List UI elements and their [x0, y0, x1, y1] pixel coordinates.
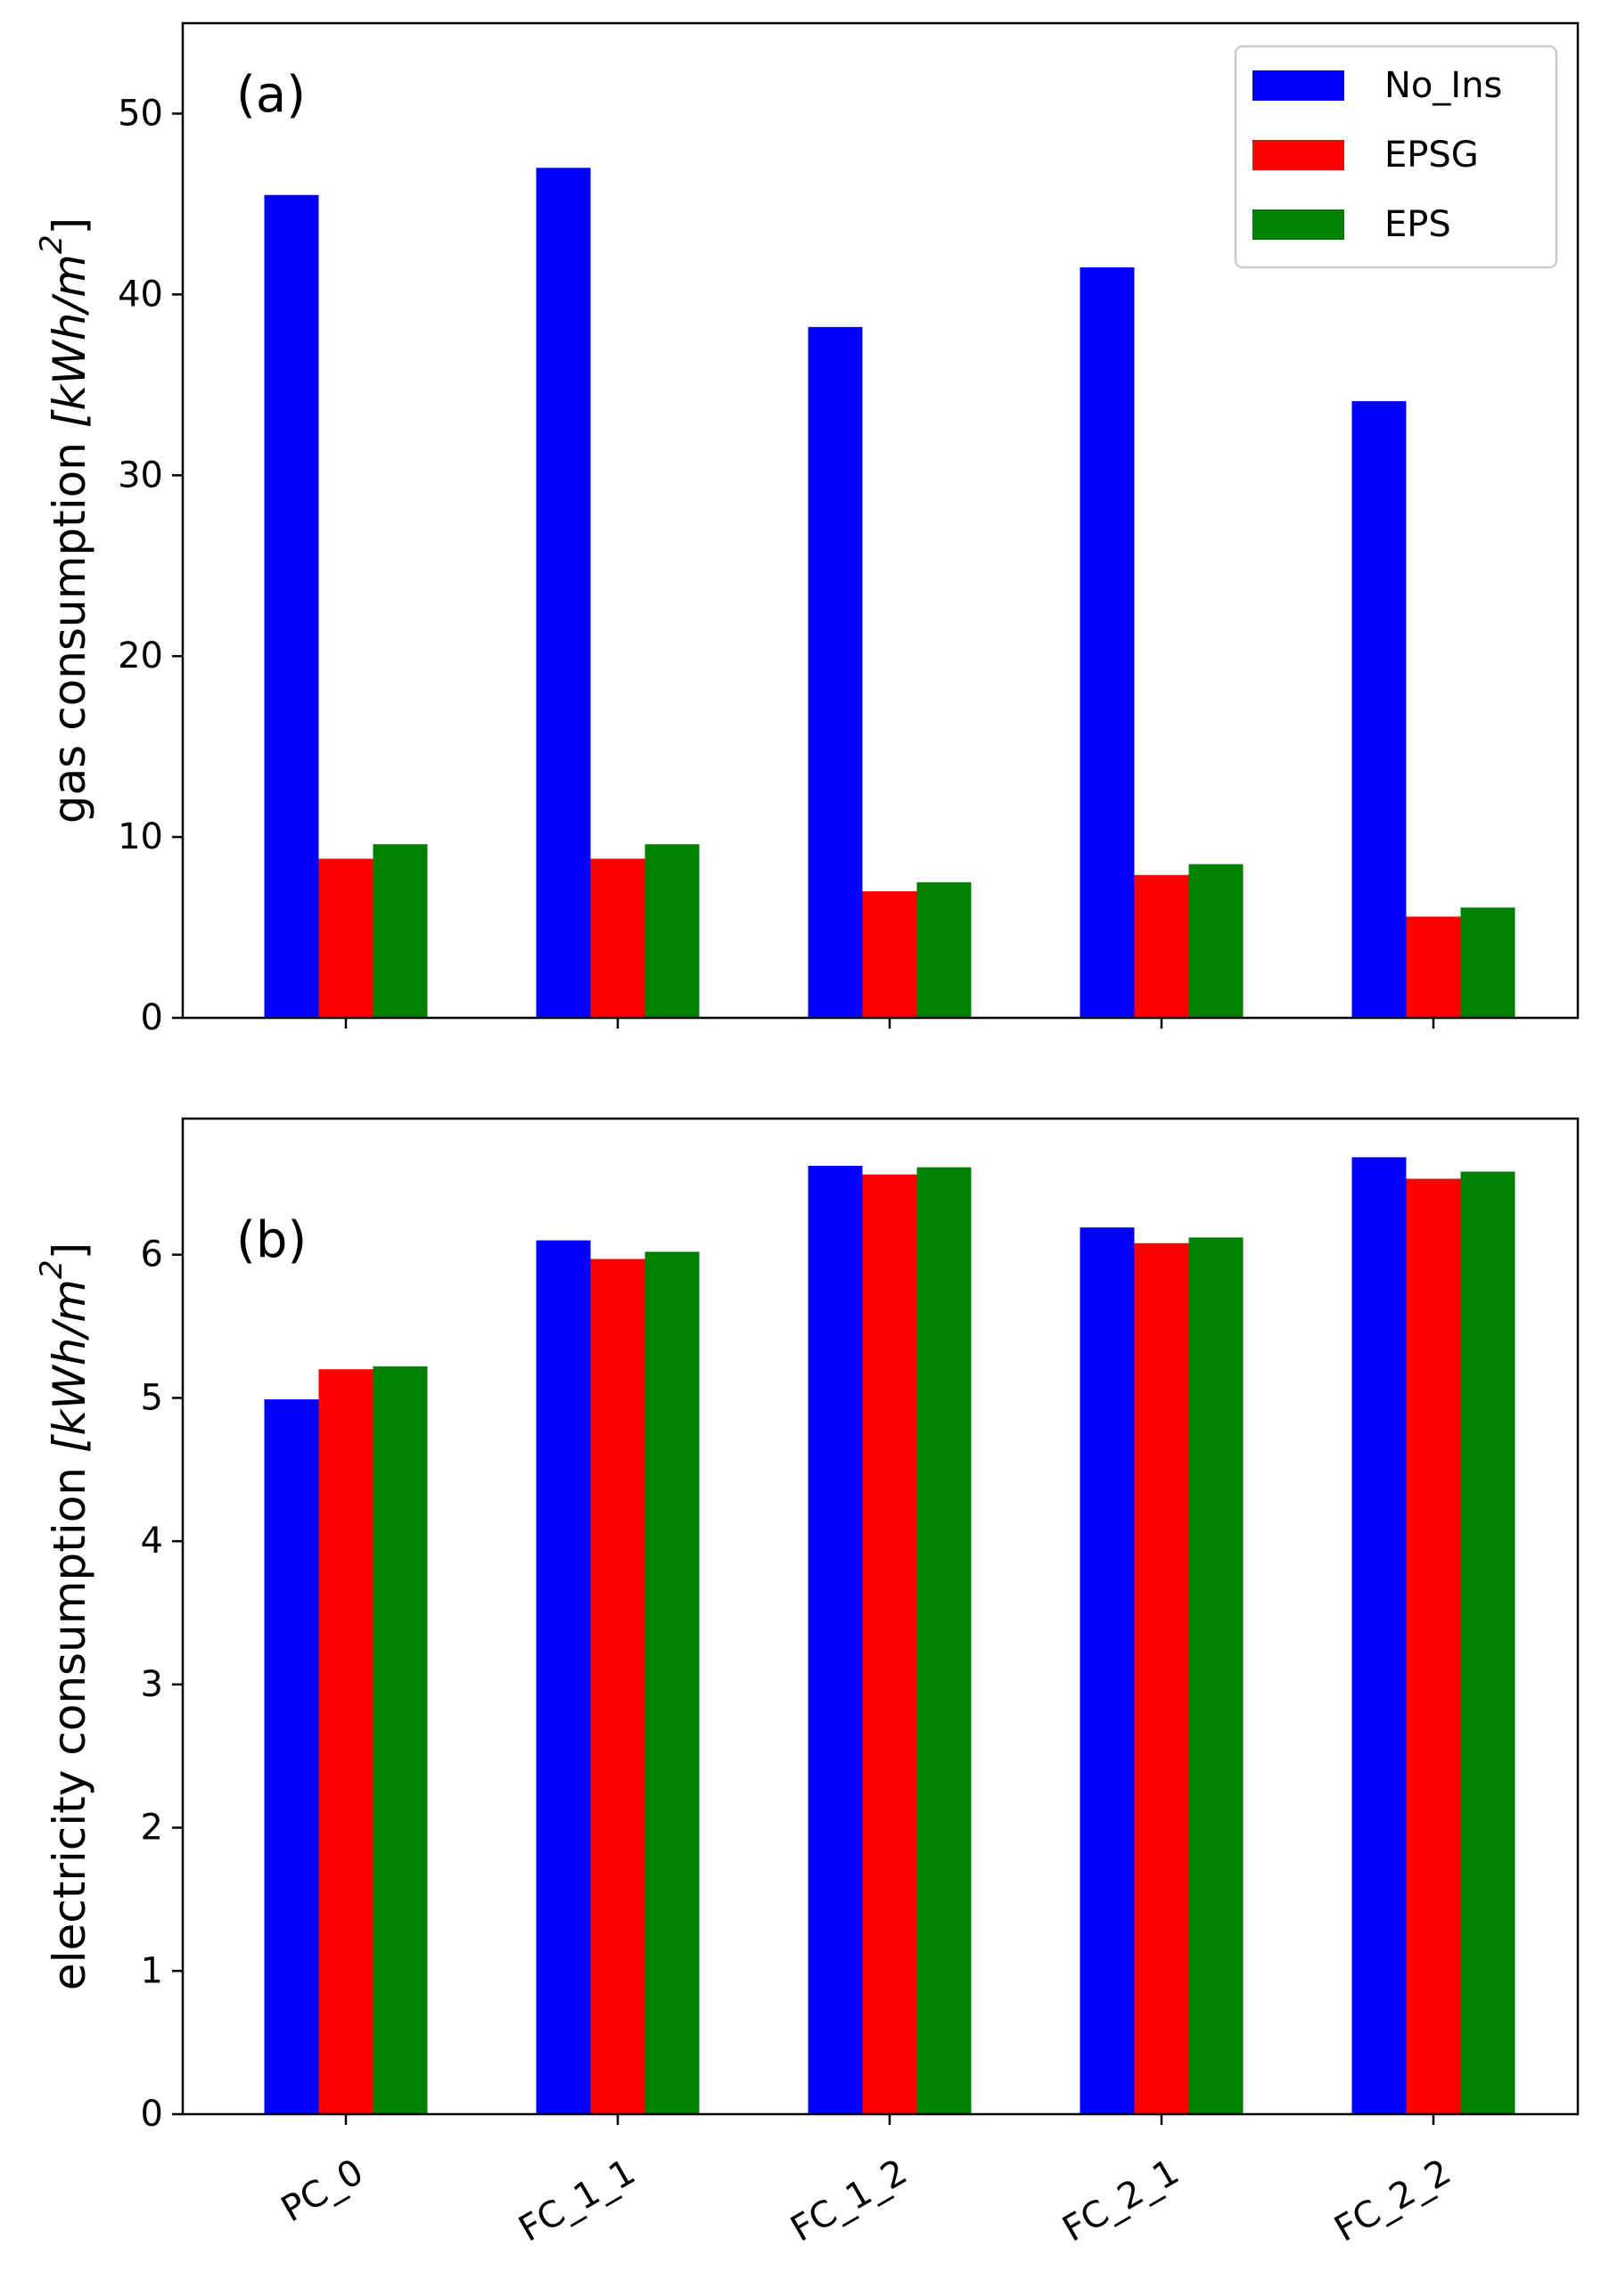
- bar-a-FC_2_1-EPS: [1188, 864, 1244, 1018]
- y-tick-label-a-20: 20: [118, 636, 163, 676]
- panel-a-label: (a): [236, 66, 306, 124]
- bar-a-FC_2_1-EPSG: [1134, 874, 1189, 1018]
- bar-a-FC_1_1-EPS: [645, 844, 700, 1018]
- bar-a-PC_0-No_Ins: [264, 194, 319, 1018]
- panel-b-y-ticks: 0 1 2 3 4 5 6: [141, 1234, 183, 2135]
- panel-b-y-axis-label-unit-close: ]: [44, 1242, 95, 1260]
- bar-a-FC_1_1-No_Ins: [536, 168, 591, 1018]
- panel-b-x-ticks: PC_0 FC_1_1 FC_1_2 FC_2_1 FC_2_2: [275, 2114, 1457, 2251]
- y-tick-label-a-10: 10: [118, 816, 163, 857]
- panel-a-y-axis-label-unit: [kWh/m: [44, 254, 95, 428]
- x-tick-label-PC_0: PC_0: [275, 2152, 370, 2231]
- bar-b-PC_0-EPSG: [318, 1369, 374, 2114]
- panel-b-y-axis-label-unit-exponent: 2: [34, 1259, 70, 1279]
- bar-a-FC_2_2-EPSG: [1406, 916, 1461, 1018]
- panel-a-x-ticks: [344, 1018, 1435, 1029]
- bar-a-PC_0-EPSG: [318, 858, 374, 1018]
- bar-b-FC_2_1-EPSG: [1134, 1242, 1189, 2114]
- panel-a-y-axis-label-text: gas consumption: [44, 428, 95, 824]
- bar-a-FC_2_2-EPS: [1460, 907, 1515, 1018]
- bar-b-FC_1_1-EPSG: [590, 1259, 645, 2114]
- bar-b-FC_1_2-EPS: [916, 1167, 972, 2114]
- panel-a-bars: [264, 168, 1515, 1019]
- bar-a-FC_1_1-EPSG: [590, 858, 645, 1018]
- y-tick-label-b-3: 3: [141, 1664, 163, 1705]
- y-tick-label-b-4: 4: [141, 1521, 163, 1562]
- bar-b-FC_2_1-No_Ins: [1080, 1227, 1135, 2114]
- panel-b-y-axis-label-text: electricity consumption: [44, 1453, 95, 1990]
- y-tick-label-b-5: 5: [141, 1377, 163, 1418]
- bar-b-FC_2_2-EPS: [1460, 1171, 1515, 2114]
- bar-a-FC_1_2-EPSG: [862, 890, 917, 1018]
- bar-b-FC_1_1-EPS: [645, 1251, 700, 2114]
- panel-a-y-axis-label-unit-exponent: 2: [34, 234, 70, 254]
- panel-a-frame: [181, 21, 1580, 1020]
- panel-a-gas-consumption: 0 10 20 30 40 50 (a) gas consumption [kWh/m2]…: [34, 21, 1580, 1038]
- bar-a-FC_2_2-No_Ins: [1351, 401, 1407, 1019]
- bar-a-FC_1_2-EPS: [916, 882, 972, 1018]
- legend-swatch-EPS: [1252, 209, 1344, 240]
- bar-b-FC_2_1-EPS: [1188, 1237, 1244, 2114]
- panel-a-y-ticks: 0 10 20 30 40 50: [118, 93, 183, 1038]
- y-tick-label-a-0: 0: [141, 997, 163, 1038]
- bar-b-FC_1_2-EPSG: [862, 1174, 917, 2114]
- bar-b-FC_2_2-No_Ins: [1351, 1157, 1407, 2114]
- panel-b-bars: [264, 1157, 1515, 2114]
- y-tick-label-b-1: 1: [141, 1950, 163, 1991]
- bar-b-PC_0-EPS: [373, 1366, 428, 2114]
- panel-b-y-axis-label: electricity consumption [kWh/m2]: [34, 1242, 95, 1990]
- x-tick-label-FC_1_1: FC_1_1: [513, 2152, 643, 2251]
- legend-label-No_Ins: No_Ins: [1384, 65, 1502, 106]
- bar-a-PC_0-EPS: [373, 844, 428, 1018]
- x-tick-label-FC_2_1: FC_2_1: [1056, 2152, 1186, 2251]
- y-tick-label-a-50: 50: [118, 93, 163, 134]
- x-tick-label-FC_1_2: FC_1_2: [784, 2152, 915, 2251]
- panel-b-label: (b): [236, 1211, 307, 1269]
- bar-a-FC_1_2-No_Ins: [808, 326, 863, 1018]
- bar-b-PC_0-No_Ins: [264, 1399, 319, 2114]
- bar-a-FC_2_1-No_Ins: [1080, 266, 1135, 1019]
- y-tick-label-b-6: 6: [141, 1234, 163, 1275]
- panel-a-y-axis-label: gas consumption [kWh/m2]: [34, 217, 95, 824]
- y-tick-label-b-0: 0: [141, 2094, 163, 2135]
- panel-a-y-axis-label-unit-close: ]: [44, 217, 95, 235]
- legend-label-EPSG: EPSG: [1384, 135, 1479, 176]
- legend-swatch-No_Ins: [1252, 70, 1344, 101]
- panel-b-y-axis-label-unit: [kWh/m: [44, 1279, 95, 1453]
- panel-a-legend: No_Ins EPSG EPS: [1234, 45, 1558, 269]
- y-tick-label-b-2: 2: [141, 1808, 163, 1849]
- bar-b-FC_2_2-EPSG: [1406, 1178, 1461, 2114]
- legend-swatch-EPSG: [1252, 140, 1344, 170]
- panel-b-frame: [181, 1117, 1580, 2116]
- bar-b-FC_1_1-No_Ins: [536, 1240, 591, 2114]
- y-tick-label-a-30: 30: [118, 455, 163, 496]
- panel-b-electricity-consumption: 0 1 2 3 4 5 6 PC_0 FC_1_1 FC_1_2 FC_2_1 FC_2_2 (b)…: [34, 1117, 1580, 2251]
- legend-label-EPS: EPS: [1384, 204, 1451, 245]
- x-tick-label-FC_2_2: FC_2_2: [1328, 2152, 1458, 2251]
- bar-b-FC_1_2-No_Ins: [808, 1166, 863, 2114]
- y-tick-label-a-40: 40: [118, 274, 163, 315]
